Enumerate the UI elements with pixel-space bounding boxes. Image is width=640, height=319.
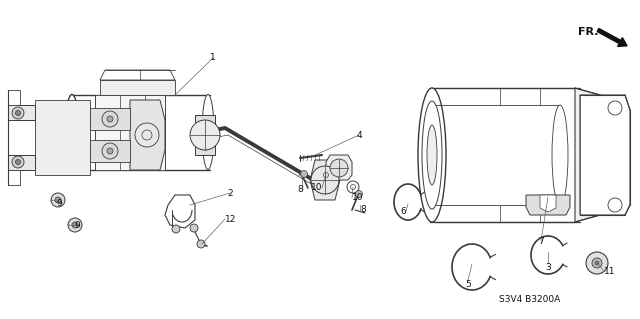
Polygon shape [165, 195, 195, 228]
Polygon shape [100, 80, 175, 95]
Circle shape [595, 261, 599, 265]
Circle shape [68, 218, 82, 232]
Polygon shape [526, 195, 570, 215]
Text: 6: 6 [400, 206, 406, 216]
Circle shape [311, 166, 339, 194]
Text: 1: 1 [210, 54, 216, 63]
Ellipse shape [552, 105, 568, 205]
Circle shape [347, 181, 359, 193]
Circle shape [51, 193, 65, 207]
Circle shape [190, 120, 220, 150]
Text: 9: 9 [74, 221, 80, 231]
Circle shape [355, 190, 362, 197]
Circle shape [107, 148, 113, 154]
Circle shape [608, 101, 622, 115]
Ellipse shape [418, 88, 446, 222]
Polygon shape [8, 155, 35, 170]
Text: 3: 3 [545, 263, 551, 272]
Text: 4: 4 [356, 130, 362, 139]
Text: 7: 7 [538, 236, 544, 246]
Text: 8: 8 [360, 205, 365, 214]
Text: 9: 9 [56, 198, 62, 207]
Text: FR.: FR. [578, 27, 598, 37]
Circle shape [135, 123, 159, 147]
Ellipse shape [422, 101, 442, 209]
Ellipse shape [65, 94, 79, 169]
Polygon shape [310, 160, 340, 200]
Circle shape [319, 168, 333, 182]
Text: 12: 12 [225, 214, 236, 224]
Text: 8: 8 [297, 186, 303, 195]
Ellipse shape [202, 94, 214, 169]
Text: 5: 5 [465, 280, 471, 289]
Text: 10: 10 [310, 183, 322, 192]
Circle shape [608, 198, 622, 212]
Circle shape [102, 143, 118, 159]
Text: 11: 11 [604, 266, 616, 276]
Polygon shape [8, 90, 20, 105]
Polygon shape [100, 70, 175, 80]
Polygon shape [130, 100, 165, 170]
Circle shape [172, 225, 180, 233]
FancyArrow shape [597, 28, 627, 46]
Circle shape [15, 160, 20, 165]
Polygon shape [95, 95, 165, 170]
Circle shape [107, 116, 113, 122]
Circle shape [190, 224, 198, 232]
Circle shape [102, 111, 118, 127]
Circle shape [330, 159, 348, 177]
Polygon shape [35, 100, 90, 175]
Circle shape [72, 222, 78, 228]
Circle shape [301, 170, 307, 177]
Text: 2: 2 [227, 189, 233, 197]
Ellipse shape [427, 125, 437, 185]
Circle shape [55, 197, 61, 203]
Text: S3V4 B3200A: S3V4 B3200A [499, 295, 561, 305]
Polygon shape [8, 105, 35, 120]
Circle shape [12, 107, 24, 119]
Polygon shape [326, 155, 352, 180]
Circle shape [15, 110, 20, 115]
Polygon shape [580, 95, 630, 215]
Circle shape [586, 252, 608, 274]
Circle shape [12, 156, 24, 168]
Polygon shape [90, 108, 130, 130]
Polygon shape [575, 88, 605, 222]
Polygon shape [90, 140, 130, 162]
Circle shape [197, 240, 205, 248]
Circle shape [592, 258, 602, 268]
Polygon shape [8, 170, 20, 185]
Polygon shape [195, 115, 215, 155]
Polygon shape [540, 195, 556, 212]
Text: 10: 10 [352, 194, 364, 203]
